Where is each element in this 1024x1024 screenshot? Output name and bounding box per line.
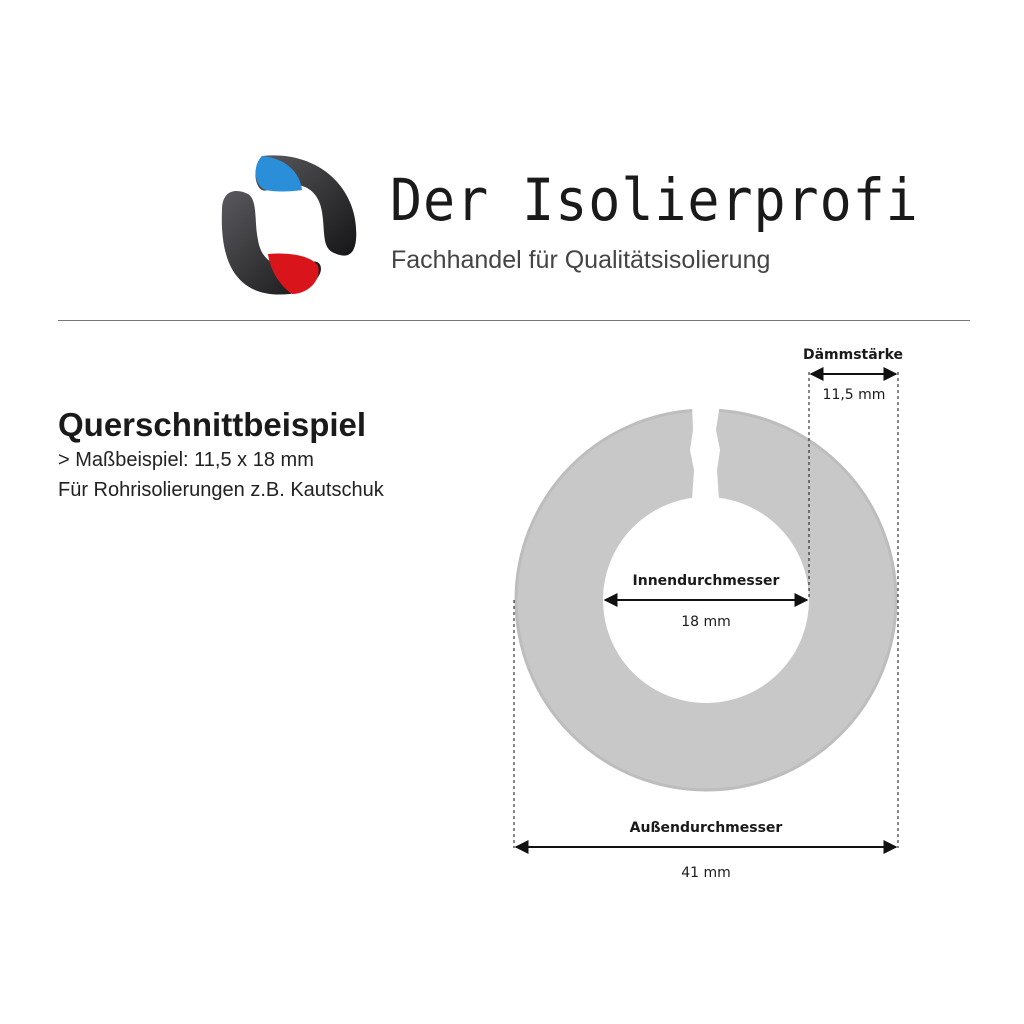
outer-label: Außendurchmesser <box>630 820 783 836</box>
logo-blue-accent <box>255 156 302 192</box>
thickness-value: 11,5 mm <box>823 387 886 403</box>
dimension-lines <box>513 367 899 854</box>
brand-name: Der Isolierprofi <box>390 166 919 234</box>
inner-value: 18 mm <box>681 614 731 630</box>
outer-value: 41 mm <box>681 865 731 881</box>
inner-label: Innendurchmesser <box>633 573 780 589</box>
dimension-example: > Maßbeispiel: 11,5 x 18 mm <box>58 449 314 471</box>
divider <box>58 320 970 321</box>
ring-slit <box>690 404 720 500</box>
application-note: Für Rohrisolierungen z.B. Kautschuk <box>58 479 384 501</box>
brand-logo <box>221 155 357 295</box>
pipe-insulation-ring <box>514 404 898 792</box>
section-title: Querschnittbeispiel <box>58 406 367 443</box>
brand-tagline: Fachhandel für Qualitätsisolierung <box>391 246 771 274</box>
logo-red-accent <box>268 253 319 294</box>
thickness-label: Dämmstärke <box>803 347 903 363</box>
